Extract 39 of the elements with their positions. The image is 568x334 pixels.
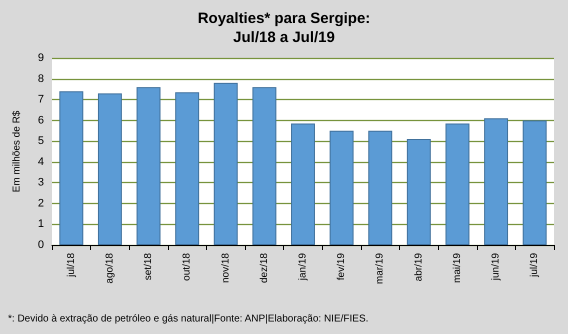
x-tick-label: mai/19 [452,252,463,284]
bar [368,130,392,245]
bar [98,93,122,245]
y-tick-label: 6 [38,114,44,126]
y-tick-label: 0 [38,239,44,251]
y-tick-label: 9 [38,52,44,64]
x-tick-label: set/18 [143,252,154,280]
x-tick-label: jun/19 [490,252,502,282]
bar [291,123,315,245]
bar [59,91,84,245]
y-tick-label: 8 [38,72,44,85]
y-tick-label: 1 [38,218,44,230]
x-tick-label: jan/19 [298,252,308,282]
y-tick-label: 7 [38,94,44,106]
bar [522,120,547,245]
x-tick-label: abr/19 [413,252,424,282]
text: *: Devido à extração de petróleo e gás natural|Fonte: ANP|Elaboração: NIE/FIES. [8,314,368,324]
x-tick-label: jul/19 [529,252,540,278]
y-axis-title: Em milhões de R$ [12,110,22,192]
chart-title: Royalties* para Sergipe: Jul/18 a Jul/19 [198,10,370,46]
y-tick-label: 2 [38,197,44,210]
bar [252,87,276,245]
x-tick-label: jul/18 [66,252,77,278]
x-tick-label: fev/19 [336,252,348,280]
x-tick-label: ago/18 [104,252,116,284]
bar [214,82,238,245]
bar [175,92,200,245]
x-tick-label: out/18 [182,252,193,281]
y-tick-label: 5 [38,135,44,148]
x-tick-label: dez/18 [258,252,270,284]
y-tick-label: 4 [38,156,44,168]
y-tick-label: 3 [38,176,44,189]
bar [330,130,354,245]
bar [406,139,431,245]
bar [445,123,470,245]
bar [136,87,161,245]
x-tick-label: mar/19 [374,252,386,284]
x-tick-label: nov/18 [220,252,232,284]
bar [484,118,508,245]
